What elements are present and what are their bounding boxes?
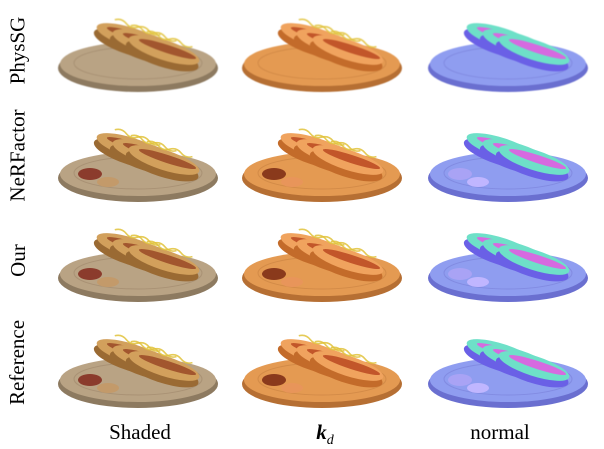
render-our-kd	[236, 212, 406, 310]
col-label-kd: kd	[250, 420, 400, 444]
render-our-shaded	[52, 212, 222, 310]
render-nerfactor-normal	[422, 112, 592, 210]
render-reference-kd	[236, 318, 406, 416]
render-our-normal	[422, 212, 592, 310]
row-label-nerfactor: NeRFactor	[0, 100, 36, 210]
render-physsg-shaded	[52, 2, 222, 100]
col-label-normal: normal	[420, 420, 580, 444]
row-label-physsg: PhysSG	[0, 0, 36, 100]
render-physsg-kd	[236, 2, 406, 100]
render-reference-normal	[422, 318, 592, 416]
render-nerfactor-kd	[236, 112, 406, 210]
row-label-our: Our	[0, 210, 36, 310]
row-label-reference: Reference	[0, 305, 36, 420]
render-nerfactor-shaded	[52, 112, 222, 210]
render-physsg-normal	[422, 2, 592, 100]
col-label-shaded: Shaded	[60, 420, 220, 444]
render-reference-shaded	[52, 318, 222, 416]
